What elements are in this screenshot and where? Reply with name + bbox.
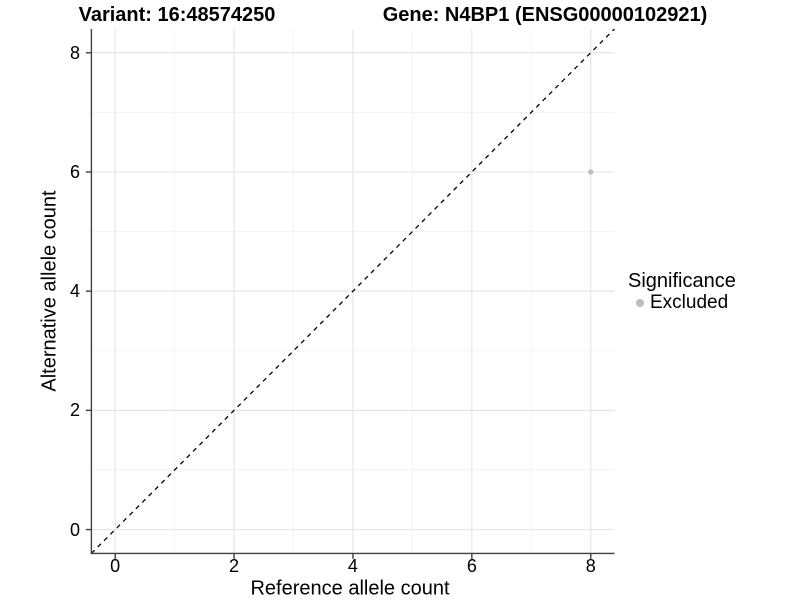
y-axis-title: Alternative allele count [38,190,61,392]
y-tick-label: 4 [69,281,80,302]
legend-key-dot [636,299,644,307]
plot-title-gene: Gene: N4BP1 (ENSG00000102921) [382,4,708,26]
x-tick-label: 6 [466,556,477,576]
y-tick-label: 6 [69,161,80,182]
legend: Significance Excluded [628,270,736,313]
y-tick-label: 2 [69,400,80,421]
legend-title: Significance [628,270,736,292]
y-tick-label: 0 [69,519,80,540]
x-tick-label: 4 [347,556,358,576]
legend-item-label: Excluded [650,292,729,313]
legend-items: Excluded [628,293,736,313]
identity-line [90,28,615,554]
y-tick-label: 8 [69,42,80,63]
x-tick-label: 8 [585,556,596,576]
plot-title-variant: Variant: 16:48574250 [78,4,276,26]
x-axis-title: Reference allele count [250,577,450,600]
legend-item: Excluded [628,293,736,313]
x-tick-label: 2 [229,556,240,576]
x-tick-label: 0 [110,556,121,576]
data-point [588,169,594,175]
